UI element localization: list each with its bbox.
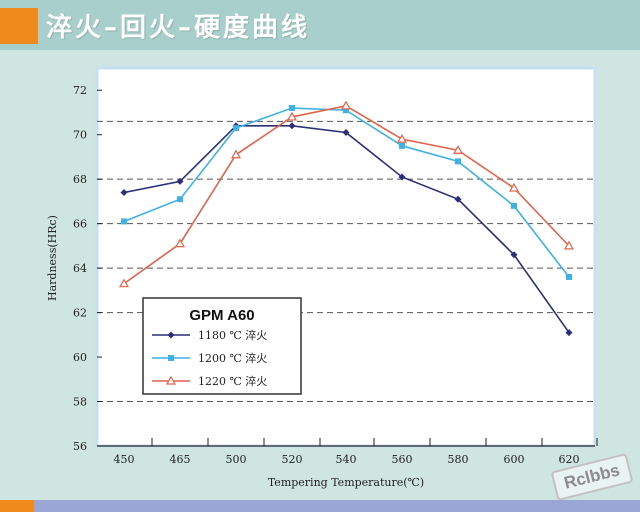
data-point-1180: [565, 329, 573, 337]
y-tick-label: 66: [73, 218, 87, 231]
y-tick-label: 56: [73, 440, 87, 453]
x-tick-label: 500: [226, 453, 247, 466]
data-point-1220: [174, 238, 186, 248]
x-tick-label: 560: [392, 453, 413, 466]
y-axis-ticks: 56 58 60 62 64 66 68 70 72: [73, 84, 102, 453]
y-tick-label: 68: [73, 173, 87, 186]
x-tick-label: 520: [282, 453, 303, 466]
y-tick-label: 70: [73, 129, 87, 142]
data-point-1180: [167, 331, 175, 339]
data-point-1200: [566, 274, 572, 281]
data-point-1180: [454, 195, 462, 203]
legend-label: 1200 ℃ 淬火: [198, 351, 267, 365]
header-accent: [0, 8, 38, 44]
data-point-1180: [510, 251, 518, 259]
data-point-1220: [396, 133, 408, 143]
x-tick-label: 540: [336, 453, 357, 466]
x-axis-ticks: 450 465 500 520 540 560 580 600 620: [114, 438, 598, 466]
y-tick-label: 62: [73, 307, 87, 320]
data-point-1200: [399, 142, 405, 149]
data-point-1200: [343, 107, 349, 114]
data-point-1180: [120, 189, 128, 197]
data-point-1220: [508, 182, 520, 192]
x-tick-label: 465: [170, 453, 191, 466]
data-point-1220: [230, 149, 242, 159]
data-point-1200: [121, 218, 127, 225]
footer-accent: [0, 500, 34, 512]
data-point-1200: [455, 158, 461, 165]
series-lines: [118, 100, 575, 337]
legend-label: 1180 ℃ 淬火: [198, 328, 267, 342]
y-tick-label: 58: [73, 396, 87, 409]
data-point-1180: [176, 177, 184, 185]
y-axis-title: Hardness(HRc): [46, 215, 59, 301]
header-band: [0, 0, 640, 50]
data-point-1200: [233, 125, 239, 132]
data-point-1200: [511, 202, 517, 209]
data-point-1200: [177, 196, 183, 203]
legend-entries: 1180 ℃ 淬火 1200 ℃ 淬火 1220 ℃ 淬火: [152, 328, 267, 388]
data-point-1180: [288, 122, 296, 130]
legend-label: 1220 ℃ 淬火: [198, 374, 267, 388]
data-point-1220: [286, 111, 298, 121]
data-point-1220: [118, 278, 130, 288]
data-point-1220: [165, 375, 177, 385]
y-tick-label: 60: [73, 351, 87, 364]
legend-box: [142, 297, 302, 395]
x-tick-label: 600: [504, 453, 525, 466]
footer-band: [34, 500, 640, 512]
data-point-1180: [342, 128, 350, 136]
y-tick-label: 72: [73, 84, 87, 97]
legend: GPM A60 1180 ℃ 淬火 1200 ℃ 淬火 1220 ℃ 淬火: [142, 297, 302, 395]
y-tick-label: 64: [73, 262, 87, 275]
data-point-1220: [563, 240, 575, 250]
data-point-1220: [340, 100, 352, 110]
legend-title: GPM A60: [189, 307, 254, 324]
x-tick-label: 580: [448, 453, 469, 466]
page-title: 淬火–回火–硬度曲线: [46, 13, 311, 43]
x-tick-label: 450: [114, 453, 135, 466]
x-tick-label: 620: [559, 453, 580, 466]
data-point-1200: [289, 105, 295, 112]
data-point-1200: [168, 355, 174, 361]
x-axis-title: Tempering Temperature(℃): [268, 476, 424, 489]
data-point-1180: [398, 173, 406, 181]
data-point-1220: [452, 145, 464, 154]
